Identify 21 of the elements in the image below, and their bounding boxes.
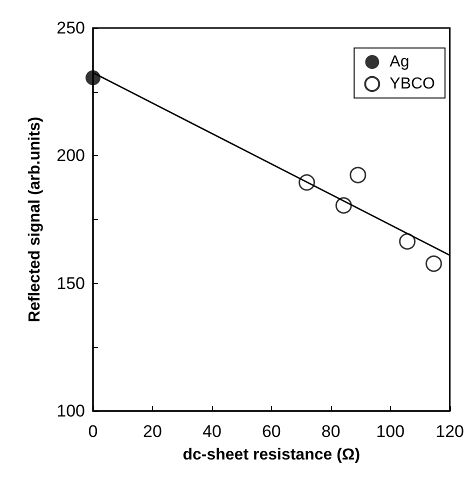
- y-tick-label: 200: [56, 146, 85, 166]
- x-tick-label: 120: [436, 422, 464, 441]
- point: [335, 197, 352, 214]
- x-tick-label: 60: [262, 422, 281, 441]
- legend-label: Ag: [390, 54, 410, 70]
- point: [350, 166, 366, 184]
- y-axis-title: Reflected signal (arb.units): [26, 116, 44, 322]
- x-tick-label: 40: [202, 422, 222, 441]
- point: [426, 255, 442, 272]
- y-tick-label: 250: [56, 18, 85, 38]
- x-tick-label: 20: [143, 422, 162, 441]
- legend-label: YBCO: [390, 76, 435, 92]
- x-tick-label: 80: [321, 422, 340, 441]
- point: [298, 174, 316, 191]
- point: [399, 233, 416, 250]
- point: [86, 70, 100, 86]
- y-tick-label: 150: [56, 274, 85, 293]
- y-tick-label: 100: [56, 402, 85, 420]
- x-tick-label: 0: [88, 422, 98, 441]
- x-axis-title: dc-sheet resistance (Ω): [182, 446, 360, 464]
- x-tick-label: 100: [376, 422, 405, 441]
